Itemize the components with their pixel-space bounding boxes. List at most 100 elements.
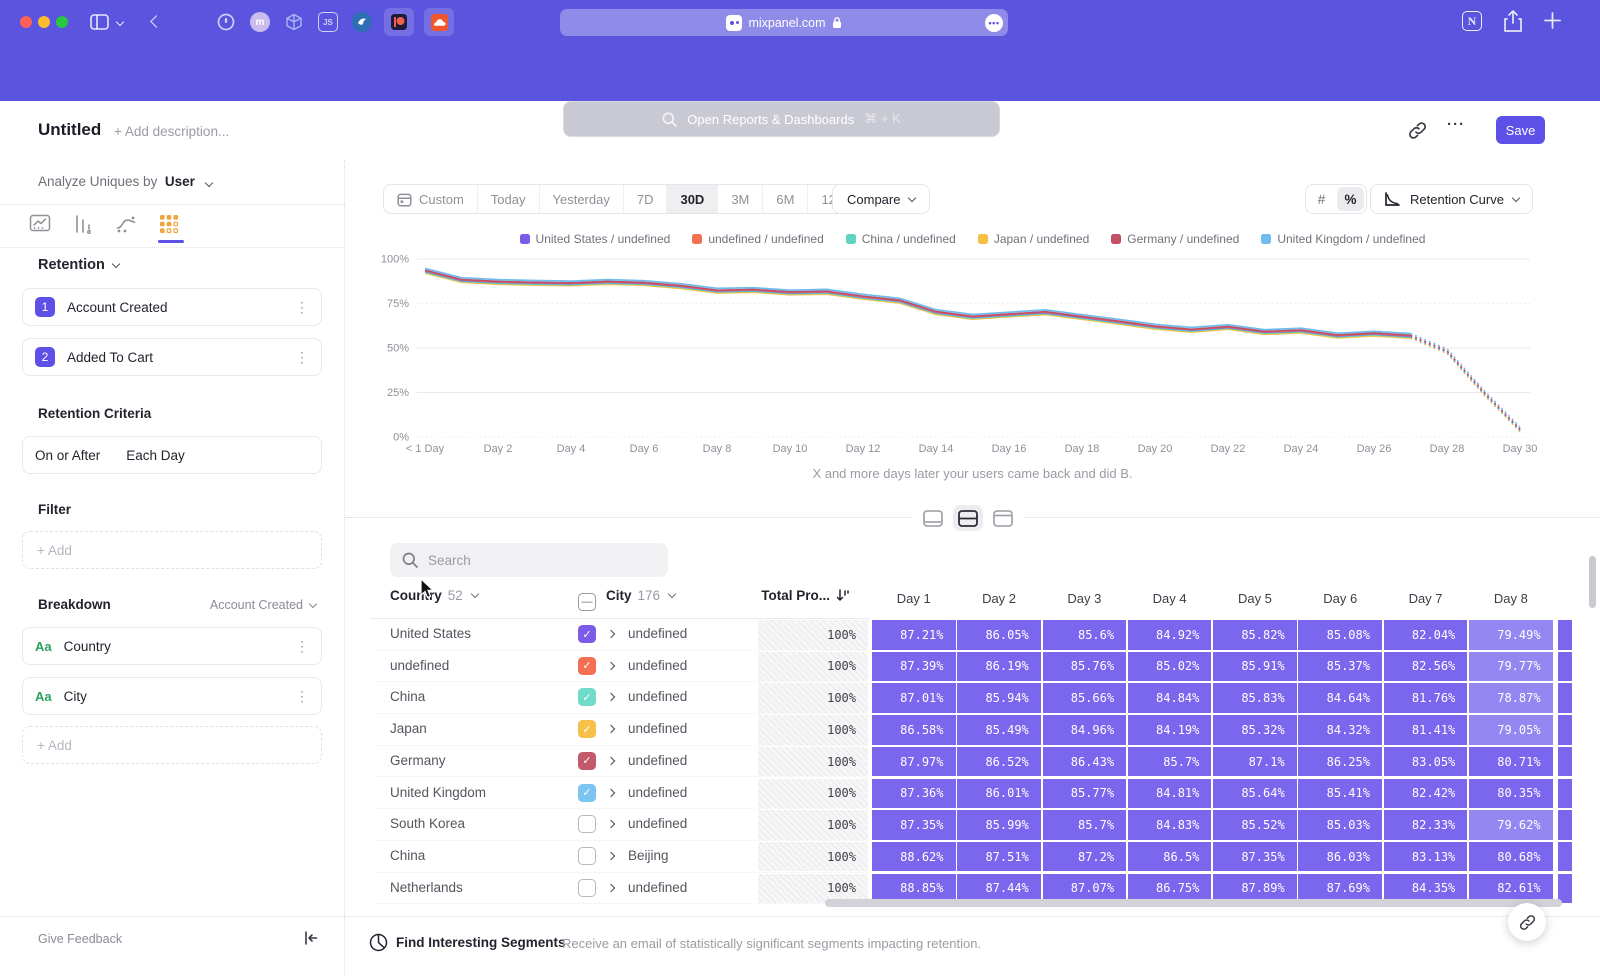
favicon-soundcloud-tab[interactable]	[424, 8, 454, 36]
legend-item[interactable]: Japan / undefined	[978, 232, 1089, 246]
retention-value-cell[interactable]: 86.01%	[957, 779, 1041, 809]
retention-value-cell[interactable]: 85.64%	[1213, 779, 1297, 809]
row-checkbox[interactable]: ✓	[578, 720, 596, 738]
compare-button[interactable]: Compare	[832, 184, 930, 214]
retention-value-cell[interactable]: 83.13%	[1384, 842, 1468, 872]
column-header-day[interactable]: Day 6	[1299, 591, 1383, 606]
retention-value-cell[interactable]: 85.66%	[1043, 683, 1127, 713]
page-vertical-scrollbar[interactable]	[1589, 556, 1596, 608]
table-search-input[interactable]: Search	[390, 543, 668, 577]
chart-type-selector[interactable]: Retention Curve	[1370, 184, 1533, 214]
retention-value-cell[interactable]: 86.05%	[957, 620, 1041, 650]
column-header-day[interactable]: Day 3	[1043, 591, 1127, 606]
kebab-menu-icon[interactable]: ⋮	[295, 349, 309, 366]
retention-value-cell[interactable]: 87.2%	[1043, 842, 1127, 872]
retention-value-cell[interactable]: 79.77%	[1469, 652, 1553, 682]
retention-value-cell[interactable]: 87.36%	[872, 779, 956, 809]
retention-value-cell[interactable]: 86.52%	[957, 747, 1041, 777]
window-close-button[interactable]	[20, 16, 32, 28]
retention-value-cell[interactable]: 80.71%	[1469, 747, 1553, 777]
retention-value-cell[interactable]: 87.39%	[872, 652, 956, 682]
retention-value-cell[interactable]: 87.21%	[872, 620, 956, 650]
open-reports-search[interactable]: Open Reports & Dashboards ⌘ + K	[563, 101, 1000, 137]
event-card-account-created[interactable]: 1 Account Created ⋮	[22, 288, 322, 326]
retention-value-cell[interactable]: 85.91%	[1213, 652, 1297, 682]
browser-sidebar-icon[interactable]	[90, 14, 109, 30]
more-options-button[interactable]: ···	[1447, 116, 1465, 133]
favicon-onepassword-icon[interactable]	[216, 12, 236, 32]
help-icon[interactable]: ?	[1333, 109, 1355, 131]
date-range-3m[interactable]: 3M	[718, 185, 763, 213]
date-range-custom[interactable]: Custom	[384, 185, 478, 213]
data-management-icon[interactable]	[1240, 109, 1262, 131]
add-description-placeholder[interactable]: + Add description...	[114, 124, 229, 139]
retention-value-cell[interactable]: 85.76%	[1043, 652, 1127, 682]
tab-flows-icon[interactable]	[114, 212, 138, 236]
breakdown-card-country[interactable]: Aa Country ⋮	[22, 627, 322, 665]
row-checkbox[interactable]: ✓	[578, 657, 596, 675]
retention-value-cell[interactable]: 85.82%	[1213, 620, 1297, 650]
retention-value-cell[interactable]: 85.32%	[1213, 715, 1297, 745]
row-checkbox[interactable]	[578, 879, 596, 897]
row-checkbox[interactable]: ✓	[578, 688, 596, 706]
retention-value-cell[interactable]: 85.08%	[1298, 620, 1382, 650]
retention-value-cell[interactable]: 81.41%	[1384, 715, 1468, 745]
tab-retention-icon[interactable]	[157, 212, 181, 236]
settings-gear-icon[interactable]	[1378, 109, 1400, 131]
retention-value-cell[interactable]: 86.5%	[1128, 842, 1212, 872]
expand-chevron-icon[interactable]	[607, 788, 615, 796]
criteria-each-day[interactable]: Each Day	[126, 448, 185, 463]
retention-value-cell[interactable]: 78.87%	[1469, 683, 1553, 713]
retention-value-cell[interactable]: 86.19%	[957, 652, 1041, 682]
retention-value-cell[interactable]: 85.03%	[1298, 810, 1382, 840]
analyze-entity-selector[interactable]: User	[165, 174, 195, 189]
browser-address-bar[interactable]: mixpanel.com •••	[560, 9, 1008, 36]
retention-value-cell[interactable]: 86.58%	[872, 715, 956, 745]
breakdown-card-city[interactable]: Aa City ⋮	[22, 677, 322, 715]
expand-chevron-icon[interactable]	[607, 757, 615, 765]
retention-value-cell[interactable]: 87.35%	[872, 810, 956, 840]
retention-value-cell[interactable]: 86.25%	[1298, 747, 1382, 777]
retention-value-cell[interactable]: 87.01%	[872, 683, 956, 713]
share-icon[interactable]	[1504, 10, 1522, 32]
retention-value-cell[interactable]: 85.49%	[957, 715, 1041, 745]
date-range-today[interactable]: Today	[478, 185, 540, 213]
column-header-day[interactable]: Day 4	[1128, 591, 1212, 606]
favicon-avatar-m-icon[interactable]: m	[250, 12, 270, 32]
retention-value-cell[interactable]: 85.41%	[1298, 779, 1382, 809]
retention-value-cell[interactable]: 82.04%	[1384, 620, 1468, 650]
layout-chart-focus-button[interactable]	[918, 505, 948, 531]
retention-value-cell[interactable]: 79.49%	[1469, 620, 1553, 650]
retention-value-cell[interactable]: 85.77%	[1043, 779, 1127, 809]
tab-overview-chevron-icon[interactable]	[116, 18, 124, 26]
retention-section-header[interactable]: Retention	[38, 257, 119, 273]
favicon-eagle-icon[interactable]	[352, 12, 372, 32]
retention-value-cell[interactable]: 79.05%	[1469, 715, 1553, 745]
legend-item[interactable]: undefined / undefined	[692, 232, 823, 246]
address-bar-more-icon[interactable]: •••	[985, 14, 1003, 32]
retention-value-cell[interactable]: 84.92%	[1128, 620, 1212, 650]
retention-line-chart[interactable]: 100%75%50%25%0%< 1 DayDay 2Day 4Day 6Day…	[345, 250, 1600, 462]
notion-extension-icon[interactable]: N	[1462, 11, 1482, 31]
layout-table-focus-button[interactable]	[988, 505, 1018, 531]
retention-value-cell[interactable]: 84.84%	[1128, 683, 1212, 713]
date-range-yesterday[interactable]: Yesterday	[540, 185, 624, 213]
window-zoom-button[interactable]	[56, 16, 68, 28]
event-card-added-to-cart[interactable]: 2 Added To Cart ⋮	[22, 338, 322, 376]
retention-value-cell[interactable]: 79.62%	[1469, 810, 1553, 840]
retention-value-cell[interactable]: 84.32%	[1298, 715, 1382, 745]
row-checkbox[interactable]	[578, 815, 596, 833]
nav-events[interactable]: Events	[331, 112, 372, 127]
legend-item[interactable]: United Kingdom / undefined	[1261, 232, 1425, 246]
add-breakdown-button[interactable]: + Add	[22, 726, 322, 764]
retention-value-cell[interactable]: 82.42%	[1384, 779, 1468, 809]
window-minimize-button[interactable]	[38, 16, 50, 28]
retention-value-cell[interactable]: 82.33%	[1384, 810, 1468, 840]
row-checkbox[interactable]: ✓	[578, 784, 596, 802]
new-tab-plus-icon[interactable]	[1544, 12, 1561, 29]
kebab-menu-icon[interactable]: ⋮	[295, 638, 309, 655]
column-header-city[interactable]: City176	[606, 588, 675, 603]
retention-value-cell[interactable]: 85.7%	[1043, 810, 1127, 840]
retention-value-cell[interactable]: 85.7%	[1128, 747, 1212, 777]
retention-value-cell[interactable]: 80.35%	[1469, 779, 1553, 809]
